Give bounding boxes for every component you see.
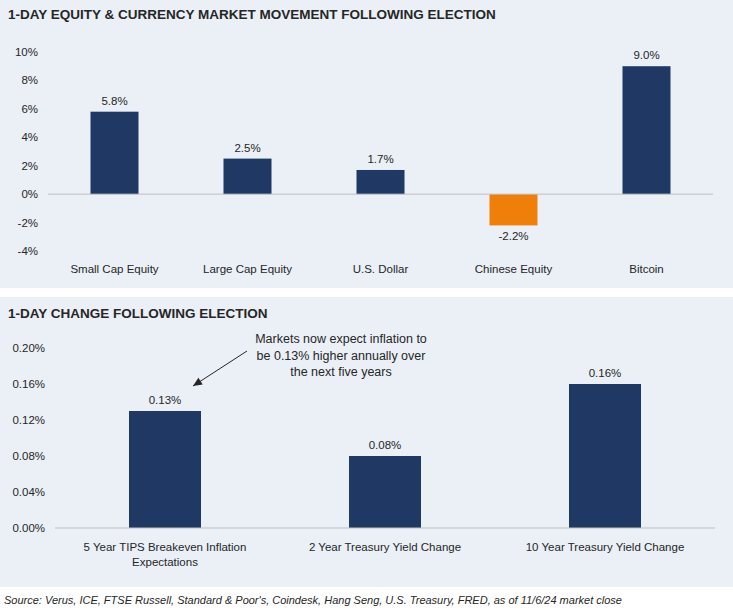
y-tick-label: 0.08% [12,450,45,462]
category-label: 5 Year TIPS Breakeven Inflation Expectati… [84,541,247,568]
category-label-line: Small Cap Equity [70,263,158,275]
bar [224,159,272,195]
data-label: 9.0% [633,49,659,61]
zero-line [55,528,715,529]
category-label-line: 5 Year TIPS Breakeven Inflation [84,541,247,553]
chart-title: 1-DAY EQUITY & CURRENCY MARKET MOVEMENT … [8,7,496,22]
data-label: 0.16% [589,367,622,379]
y-tick-label: 0.16% [12,378,45,390]
annotation-line: the next five years [290,365,391,379]
y-tick-label: 10% [15,46,38,58]
category-label-line: Expectations [132,556,198,568]
panel-background [0,297,733,587]
category-label-line: Chinese Equity [475,263,553,275]
y-tick-label: 0.20% [12,342,45,354]
y-tick-label: 0% [21,188,38,200]
labels: 0.13% 5 Year TIPS Breakeven Inflation Expe… [84,332,685,568]
bars [129,384,641,528]
data-label: 1.7% [367,153,393,165]
annotation-line: be 0.13% higher annually over [257,349,426,363]
bar [349,456,421,528]
category-label: 2 Year Treasury Yield Change [309,541,461,553]
panel-background [0,0,733,288]
category-label-line: 2 Year Treasury Yield Change [309,541,461,553]
category-label-line: Large Cap Equity [203,263,292,275]
data-label: 0.08% [369,439,402,451]
category-label: Bitcoin [629,263,664,275]
category-label: U.S. Dollar [353,263,409,275]
bar [623,66,671,194]
y-tick-label: -4% [18,245,38,257]
chart-canvas: 1-DAY EQUITY & CURRENCY MARKET MOVEMENT … [0,0,733,610]
source-note: Source: Verus, ICE, FTSE Russell, Standa… [4,594,622,606]
labels: 5.8% Small Cap Equity 2.5% Large Cap Equity… [70,49,663,275]
category-label-line: 10 Year Treasury Yield Change [526,541,685,553]
category-label: 10 Year Treasury Yield Change [526,541,685,553]
page: {"chart_data": [ {"type": "bar", "title"… [0,0,733,610]
category-label: Chinese Equity [475,263,553,275]
data-label: -2.2% [498,230,528,242]
annotation-line: Markets now expect inflation to [255,332,427,346]
category-label-line: Bitcoin [629,263,664,275]
data-label: 5.8% [101,95,127,107]
bar [490,194,538,225]
zero-line [48,194,713,195]
y-tick-label: 0.04% [12,486,45,498]
y-tick-label: 0.12% [12,414,45,426]
data-label: 0.13% [149,394,182,406]
bars [91,66,671,225]
bar [91,112,139,194]
bar [129,411,201,528]
annotation-arrowhead [193,378,203,386]
y-tick-label: 6% [21,103,38,115]
y-tick-label: 4% [21,131,38,143]
category-label: Small Cap Equity [70,263,158,275]
y-tick-label: -2% [18,217,38,229]
chart-title: 1-DAY CHANGE FOLLOWING ELECTION [8,306,268,321]
bar [569,384,641,528]
y-tick-label: 2% [21,160,38,172]
category-label-line: U.S. Dollar [353,263,409,275]
y-tick-label: 8% [21,74,38,86]
category-label: Large Cap Equity [203,263,292,275]
annotation: Markets now expect inflation to be 0.13% … [255,332,427,379]
bar [357,170,405,194]
data-label: 2.5% [234,142,260,154]
y-tick-label: 0.00% [12,522,45,534]
annotation-arrow [193,351,247,386]
